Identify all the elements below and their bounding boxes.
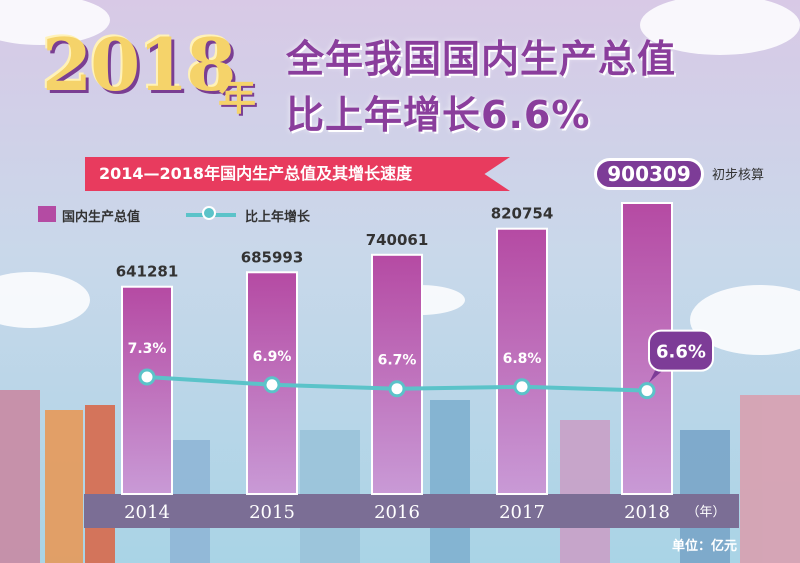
chart-subtitle-banner: 2014—2018年国内生产总值及其增长速度 xyxy=(85,157,510,191)
x-tick-2017: 2017 xyxy=(499,502,545,523)
unit-label: 单位：亿元 xyxy=(672,539,738,554)
x-axis-unit: （年） xyxy=(686,505,725,520)
headline-line-2: 比上年增长6.6% xyxy=(286,93,591,137)
growth-label-2016: 6.7% xyxy=(378,353,417,369)
x-tick-2014: 2014 xyxy=(124,502,170,523)
growth-point-2016 xyxy=(388,380,406,398)
growth-label-2015: 6.9% xyxy=(253,349,292,365)
headline-year-suffix: 年 xyxy=(218,75,257,119)
growth-point-2017 xyxy=(513,378,531,396)
growth-point-2014 xyxy=(138,368,156,386)
growth-label-2017: 6.8% xyxy=(503,351,542,367)
highlight-note: 初步核算 xyxy=(712,168,765,183)
legend-line-dot xyxy=(202,206,216,220)
headline-year: 2018 xyxy=(42,22,236,107)
highlight-value-pill: 900309 xyxy=(594,158,704,190)
growth-callout xyxy=(648,329,714,372)
x-tick-2016: 2016 xyxy=(374,502,420,523)
growth-point-2015 xyxy=(263,376,281,394)
headline-line-1: 全年我国国内生产总值 xyxy=(286,37,677,81)
x-tick-2018: 2018 xyxy=(624,502,670,523)
legend-line-label: 比上年增长 xyxy=(245,210,311,225)
bar-value-label-2014: 641281 xyxy=(116,263,179,281)
x-tick-2015: 2015 xyxy=(249,502,295,523)
legend-bar-swatch xyxy=(38,206,56,222)
bar-value-label-2017: 820754 xyxy=(491,205,554,223)
bar-value-label-2016: 740061 xyxy=(366,231,429,249)
growth-point-2018 xyxy=(638,382,656,400)
bar-2017 xyxy=(496,227,548,495)
bar-value-label-2015: 685993 xyxy=(241,248,304,266)
x-axis-band xyxy=(84,494,739,528)
legend-bar-label: 国内生产总值 xyxy=(62,210,141,225)
bar-2016 xyxy=(371,253,423,495)
bar-2014 xyxy=(121,285,173,495)
growth-label-2014: 7.3% xyxy=(128,341,167,357)
growth-label-2018: 6.6% xyxy=(656,342,706,363)
